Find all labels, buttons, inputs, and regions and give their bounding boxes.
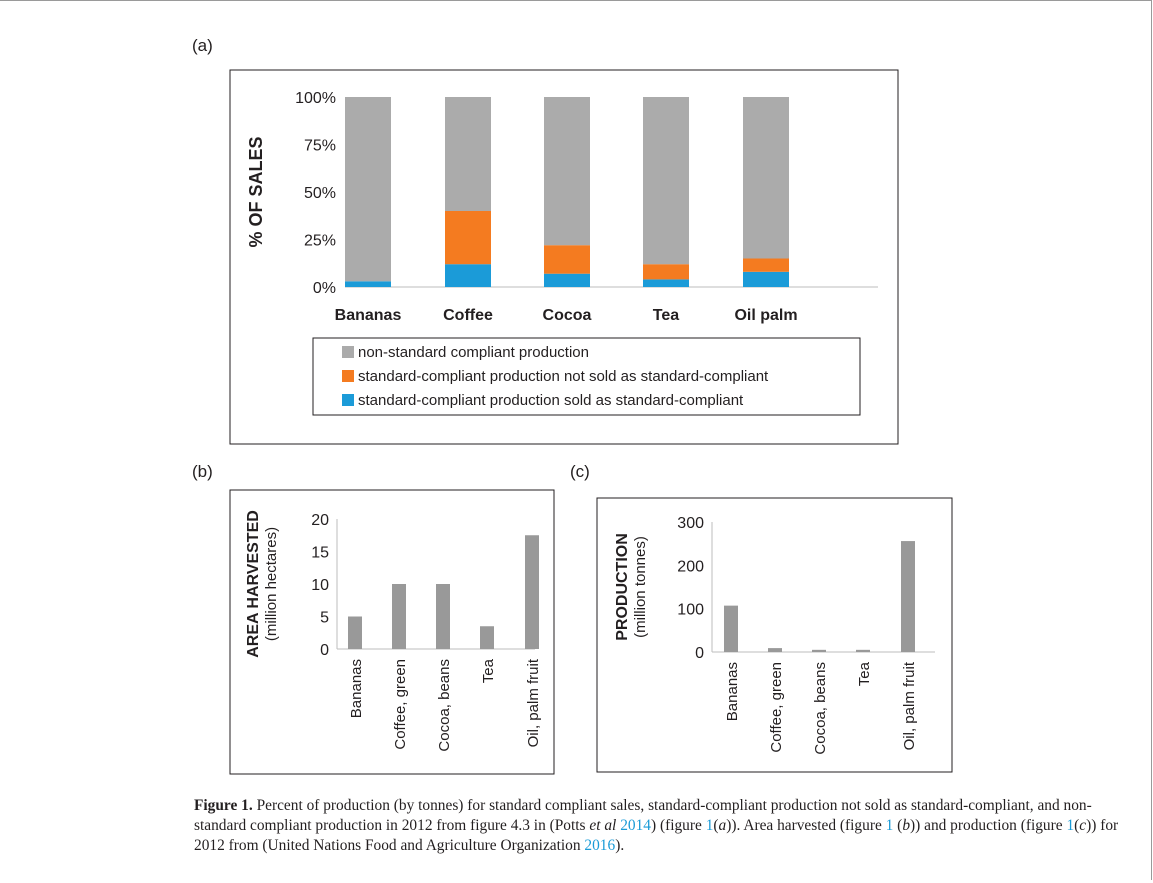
caption-fig-ref-b[interactable]: 1 xyxy=(885,817,894,834)
bar-noncompliant xyxy=(345,97,391,282)
y-axis-title: PRODUCTION xyxy=(614,533,631,641)
x-tick-label: Cocoa, beans xyxy=(436,659,453,752)
y-tick-label: 10 xyxy=(311,577,329,594)
panel-label-c: (c) xyxy=(570,462,590,481)
y-tick-label: 20 xyxy=(311,512,329,529)
caption-fig-ref-a[interactable]: 1 xyxy=(705,817,714,834)
y-tick-label: 5 xyxy=(320,610,329,627)
y-tick-label: 0% xyxy=(313,280,336,297)
y-axis-title: AREA HARVESTED xyxy=(245,510,262,658)
bar xyxy=(812,649,826,652)
x-tick-label: Bananas xyxy=(348,659,365,718)
bar xyxy=(348,616,362,649)
y-axis-title: % OF SALES xyxy=(246,136,266,247)
caption-etal: et al xyxy=(589,817,617,834)
panel-a-frame xyxy=(229,69,899,445)
bar xyxy=(724,605,738,652)
caption-fig-ref-c[interactable]: 1 xyxy=(1066,817,1075,834)
bar-noncompliant xyxy=(544,97,590,246)
caption-letter-a: a xyxy=(718,817,727,834)
caption-ref-potts[interactable]: 2014 xyxy=(620,817,651,834)
x-tick-label: Cocoa, beans xyxy=(812,662,829,755)
figure-caption: Figure 1. Percent of production (by tonn… xyxy=(194,796,1134,856)
bar-sold xyxy=(544,273,590,287)
y-tick-label: 0 xyxy=(320,642,329,659)
bar-sold xyxy=(345,281,391,287)
bar xyxy=(768,648,782,652)
x-tick-label: Cocoa xyxy=(543,307,592,324)
y-tick-label: 300 xyxy=(677,515,704,532)
panel-c-frame xyxy=(596,497,953,773)
caption-text-3: ( xyxy=(713,817,719,834)
y-axis-subtitle: (million hectares) xyxy=(263,527,280,641)
y-tick-label: 75% xyxy=(304,138,336,155)
bar xyxy=(525,535,539,649)
bar-noncompliant xyxy=(643,97,689,265)
y-tick-label: 50% xyxy=(304,185,336,202)
caption-letter-c: c xyxy=(1079,817,1087,834)
bar-notsold xyxy=(743,258,789,272)
y-tick-label: 100 xyxy=(677,602,704,619)
bar-sold xyxy=(743,271,789,287)
bar-sold xyxy=(445,264,491,287)
legend-swatch xyxy=(342,394,354,406)
panel-label-a: (a) xyxy=(192,36,213,55)
caption-text-6: )) and production (figure xyxy=(910,817,1067,834)
bar-noncompliant xyxy=(445,97,491,211)
x-tick-label: Oil, palm fruit xyxy=(901,661,918,750)
caption-figure-label: Figure 1. xyxy=(194,797,253,814)
bar xyxy=(901,541,915,652)
caption-ref-fao[interactable]: 2016 xyxy=(584,837,616,854)
x-tick-label: Bananas xyxy=(335,307,402,324)
figure-charts: 0% 25% 50% 75% 100% % OF SALES Bananas Coffee Co… xyxy=(229,69,953,775)
x-tick-label: Coffee, green xyxy=(768,662,785,753)
legend-swatch xyxy=(342,370,354,382)
panel-label-b: (b) xyxy=(192,462,213,481)
legend-label: non-standard compliant production xyxy=(358,344,589,361)
caption-text-2: ) (figure xyxy=(650,817,706,834)
bar-notsold xyxy=(643,264,689,280)
y-tick-label: 0 xyxy=(695,645,704,662)
y-tick-label: 200 xyxy=(677,558,704,575)
x-tick-label: Oil, palm fruit xyxy=(525,658,542,747)
y-tick-label: 15 xyxy=(311,545,329,562)
bar-sold xyxy=(643,279,689,287)
x-tick-label: Bananas xyxy=(724,662,741,721)
x-tick-label: Tea xyxy=(856,661,873,686)
bar-notsold xyxy=(445,211,491,265)
bar xyxy=(392,584,406,649)
bar-noncompliant xyxy=(743,97,789,259)
bar-notsold xyxy=(544,245,590,274)
y-tick-label: 25% xyxy=(304,233,336,250)
legend-label: standard-compliant production sold as st… xyxy=(358,392,744,409)
x-tick-label: Tea xyxy=(480,658,497,683)
x-tick-label: Tea xyxy=(653,307,679,324)
caption-text-8: )) for 2012 from (United Nations Food an… xyxy=(194,817,1119,854)
legend-box xyxy=(312,337,861,416)
caption-text-7: ( xyxy=(1074,817,1080,834)
panel-b-frame xyxy=(229,489,555,775)
legend-label: standard-compliant production not sold a… xyxy=(358,368,769,385)
x-tick-label: Coffee, green xyxy=(392,659,409,750)
y-axis-subtitle: (million tonnes) xyxy=(632,536,649,638)
x-tick-label: Oil palm xyxy=(734,307,797,324)
bar xyxy=(480,626,494,649)
caption-text-5: ( xyxy=(893,817,903,834)
legend-swatch xyxy=(342,346,354,358)
y-tick-label: 100% xyxy=(295,90,336,107)
caption-text-4: )). Area harvested (figure xyxy=(726,817,886,834)
caption-text-9: ). xyxy=(615,837,625,854)
bar xyxy=(436,584,450,649)
bar xyxy=(856,649,870,652)
caption-letter-b: b xyxy=(902,817,911,834)
caption-text-1: Percent of production (by tonnes) for st… xyxy=(194,797,1092,834)
x-tick-label: Coffee xyxy=(443,307,493,324)
